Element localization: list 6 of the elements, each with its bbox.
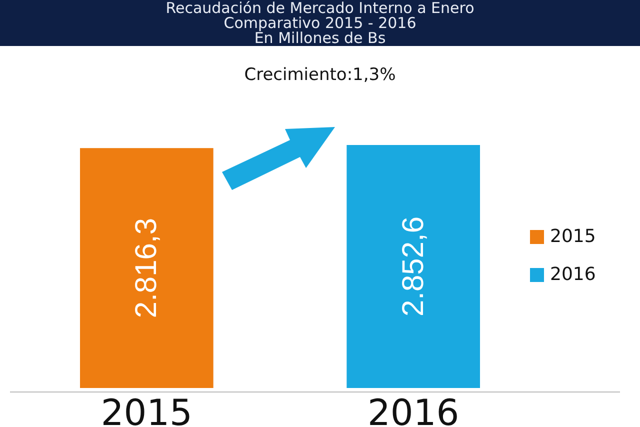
legend-label: 2015 <box>550 226 596 247</box>
data-label: 2.816,3 <box>130 218 164 318</box>
data-label: 2.852,6 <box>396 216 430 317</box>
text: Crecimiento:1,3% <box>244 65 396 85</box>
legend-label: 2016 <box>550 264 596 285</box>
chart-title: Recaudación de Mercado Interno a Enero Comparativo 2015 - 2016 En Millones de Bs <box>166 0 474 47</box>
